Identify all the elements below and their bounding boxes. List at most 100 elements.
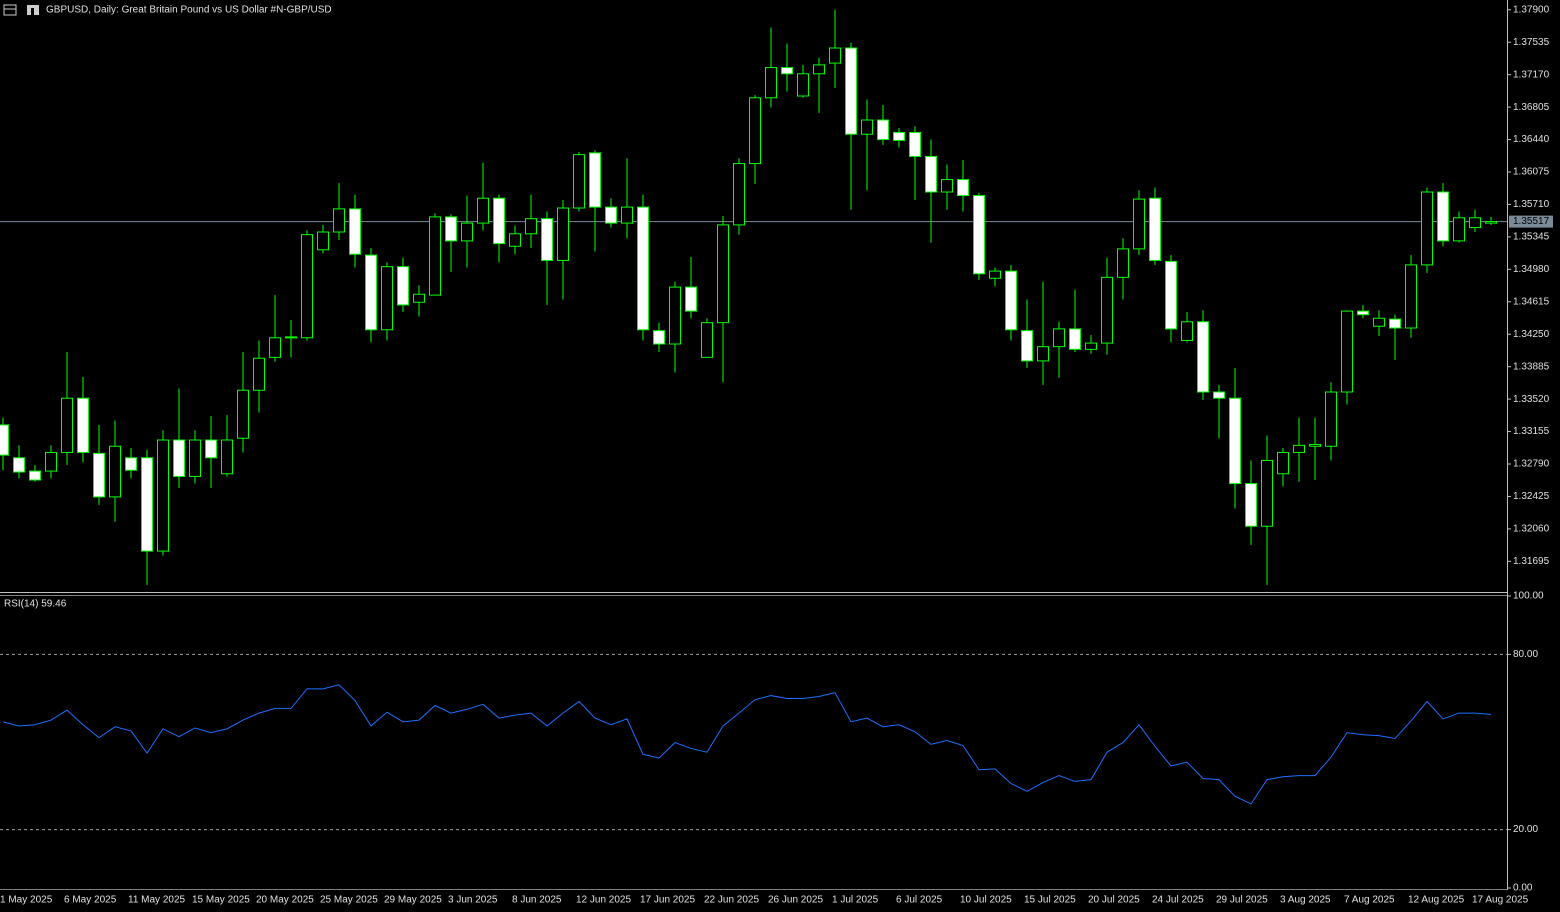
- candle-body: [1101, 276, 1113, 344]
- y-tick-label: 1.37170: [1513, 69, 1550, 80]
- candle-body: [333, 208, 345, 233]
- x-tick-label: 22 Jun 2025: [704, 895, 759, 906]
- x-tick-label: 7 Aug 2025: [1344, 895, 1395, 906]
- candle-body: [573, 154, 585, 209]
- candle-body: [1197, 321, 1209, 393]
- candle-body: [685, 286, 697, 312]
- candle-body: [701, 322, 713, 358]
- candle-body: [77, 397, 89, 453]
- candle-body: [301, 234, 313, 339]
- candle-body: [253, 357, 265, 391]
- candle-body: [1037, 346, 1049, 362]
- candle-body: [1229, 397, 1241, 485]
- x-tick-label: 3 Jun 2025: [448, 895, 498, 906]
- x-tick-label: 29 Jul 2025: [1216, 895, 1268, 906]
- y-tick-label: 1.31695: [1513, 556, 1550, 567]
- candle-body: [1005, 270, 1017, 331]
- candle-body: [621, 206, 633, 224]
- candle-body: [749, 97, 761, 165]
- y-tick-label: 1.35710: [1513, 199, 1550, 210]
- x-tick-label: 25 May 2025: [320, 895, 378, 906]
- candle-body: [29, 470, 41, 481]
- candle-body: [1133, 198, 1145, 250]
- x-tick-label: 8 Jun 2025: [512, 895, 562, 906]
- candle-body: [1389, 318, 1401, 329]
- y-tick-label: 1.36075: [1513, 167, 1550, 178]
- current-price-label: 1.35517: [1513, 216, 1550, 227]
- candle-body: [733, 163, 745, 226]
- chart-icon: [3, 4, 17, 16]
- y-tick-label: 1.35345: [1513, 232, 1550, 243]
- candle-body: [205, 439, 217, 459]
- candle-body: [1437, 191, 1449, 242]
- candle-body: [1117, 248, 1129, 278]
- x-tick-label: 6 May 2025: [64, 895, 117, 906]
- candle-body: [125, 457, 137, 471]
- candle-body: [1469, 217, 1481, 229]
- candle-body: [445, 216, 457, 242]
- candle-body: [589, 152, 601, 208]
- x-tick-label: 29 May 2025: [384, 895, 442, 906]
- y-tick-label: 1.34250: [1513, 329, 1550, 340]
- candle-body: [797, 73, 809, 97]
- y-tick-label: 80.00: [1513, 649, 1538, 660]
- y-tick-label: 20.00: [1513, 824, 1538, 835]
- y-tick-label: 0.00: [1513, 883, 1533, 894]
- candle-body: [269, 337, 281, 358]
- candle-body: [157, 439, 169, 552]
- candle-body: [941, 179, 953, 193]
- x-tick-label: 1 Jul 2025: [832, 895, 879, 906]
- candle-body: [989, 270, 1001, 279]
- candle-body: [317, 231, 329, 251]
- y-tick-label: 1.33155: [1513, 426, 1550, 437]
- y-tick-label: 1.33885: [1513, 361, 1550, 372]
- candle-body: [381, 266, 393, 331]
- candle-body: [173, 439, 185, 477]
- y-tick-label: 1.36805: [1513, 102, 1550, 113]
- y-tick-label: 1.34615: [1513, 296, 1550, 307]
- candle-body: [349, 208, 361, 255]
- candle-body: [237, 389, 249, 439]
- y-tick-label: 1.34980: [1513, 264, 1550, 275]
- candle-body: [1213, 391, 1225, 399]
- candle-body: [365, 254, 377, 331]
- candle-body: [653, 330, 665, 345]
- candle-body: [461, 222, 473, 242]
- candle-body: [1277, 451, 1289, 475]
- candle-body: [1373, 317, 1385, 327]
- candle-body: [413, 293, 425, 303]
- candle-body: [1149, 197, 1161, 261]
- candle-body: [1069, 328, 1081, 350]
- candle-body: [1341, 310, 1353, 393]
- x-tick-label: 3 Aug 2025: [1280, 895, 1331, 906]
- candle-body: [1181, 321, 1193, 341]
- x-tick-label: 17 Jun 2025: [640, 895, 695, 906]
- y-tick-label: 1.36440: [1513, 134, 1550, 145]
- candle-body: [925, 155, 937, 193]
- candle-body: [1309, 443, 1321, 447]
- candle-body: [1357, 310, 1369, 316]
- current-price-box: [1509, 215, 1553, 228]
- candle-body: [1261, 459, 1273, 527]
- candle-body: [13, 457, 25, 473]
- x-tick-label: 12 Aug 2025: [1408, 895, 1465, 906]
- candle-body: [813, 64, 825, 75]
- chart-title: GBPUSD, Daily: Great Britain Pound vs US…: [46, 5, 332, 16]
- candle-body: [45, 451, 57, 472]
- candle-body: [397, 266, 409, 306]
- candle-body: [829, 47, 841, 64]
- candle-body: [1453, 217, 1465, 242]
- candle-body: [1293, 444, 1305, 453]
- x-tick-label: 20 Jul 2025: [1088, 895, 1140, 906]
- candle-body: [893, 131, 905, 141]
- candle-body: [1245, 483, 1257, 527]
- x-tick-label: 15 Jul 2025: [1024, 895, 1076, 906]
- x-tick-label: 20 May 2025: [256, 895, 314, 906]
- y-tick-label: 1.37535: [1513, 37, 1550, 48]
- x-tick-label: 12 Jun 2025: [576, 895, 631, 906]
- candle-body: [845, 47, 857, 135]
- x-tick-label: 11 May 2025: [128, 895, 186, 906]
- candle-body: [1021, 330, 1033, 362]
